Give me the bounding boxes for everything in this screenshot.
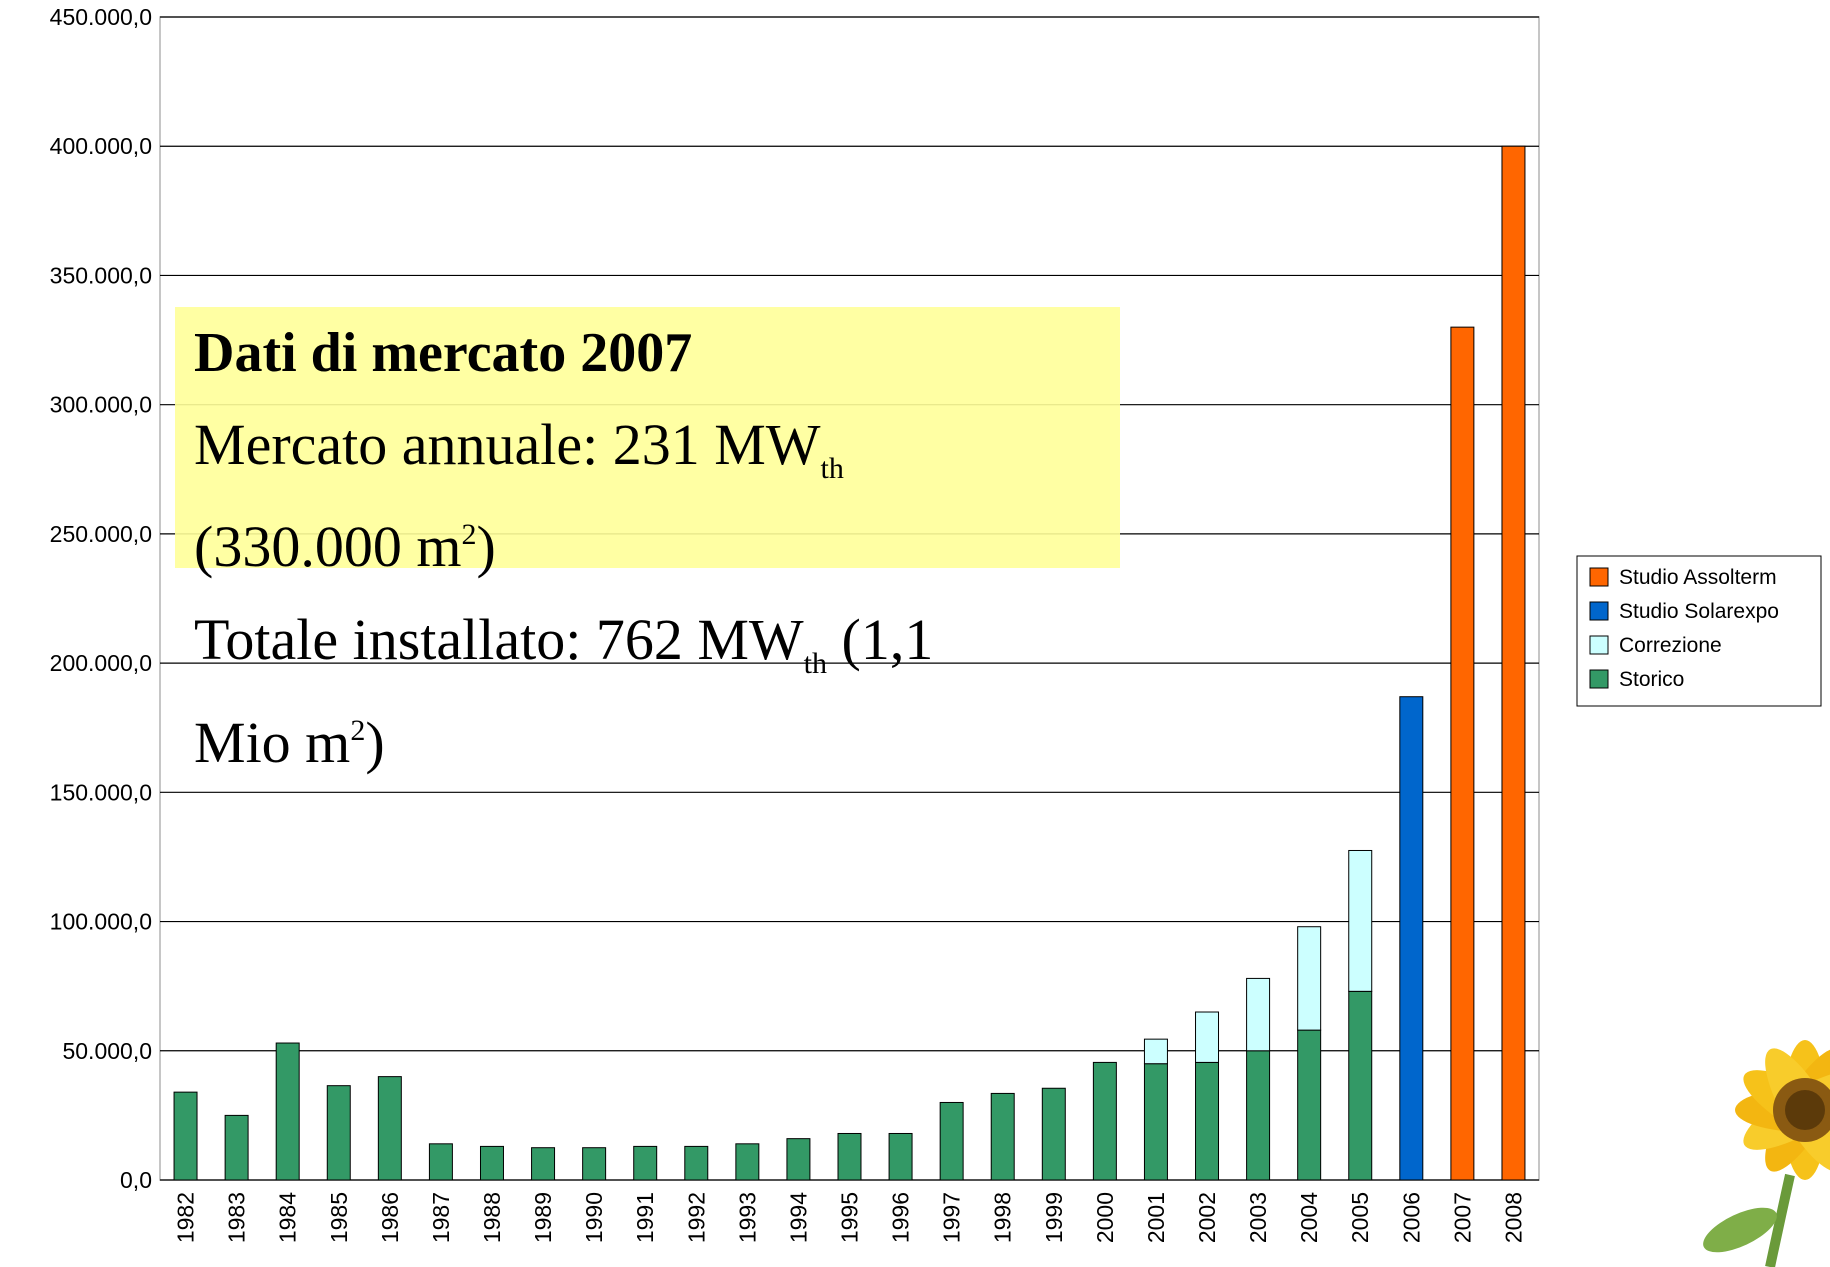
x-tick-label: 1996 <box>888 1192 914 1243</box>
chart: 0,0 50.000,0 100.000,0 150.000,0 200.000,0 25… <box>0 0 1830 1267</box>
bar-segment <box>736 1144 759 1180</box>
legend-label: Studio Assolterm <box>1619 566 1777 589</box>
x-tick-label: 1995 <box>837 1192 863 1243</box>
bar-segment <box>991 1093 1014 1180</box>
bar-segment <box>1298 927 1321 1030</box>
bar-segment <box>1042 1088 1065 1180</box>
annotation-segment: th <box>821 452 844 485</box>
bar-segment <box>1093 1062 1116 1180</box>
legend: Studio Assolterm Studio Solarexpo Correzio… <box>1577 556 1821 706</box>
bar-segment <box>480 1146 503 1180</box>
annotation-segment: Mio m <box>194 710 350 775</box>
x-tick-label: 1992 <box>683 1192 709 1243</box>
bar-segment <box>1298 1030 1321 1180</box>
legend-label: Correzione <box>1619 634 1722 657</box>
bar-segment <box>634 1146 657 1180</box>
x-tick-label: 1997 <box>939 1192 965 1243</box>
legend-swatch <box>1590 670 1608 688</box>
annotation-segment: (1,1 <box>827 607 933 672</box>
bar-segment <box>1144 1039 1167 1064</box>
bar-segment <box>838 1133 861 1180</box>
x-tick-label: 1985 <box>326 1192 352 1243</box>
bar-segment <box>1196 1062 1219 1180</box>
bar-segment <box>889 1133 912 1180</box>
bar-segment <box>1349 850 1372 991</box>
bar-segment <box>327 1086 350 1180</box>
x-tick-label: 2006 <box>1398 1192 1424 1243</box>
y-tick-label: 400.000,0 <box>50 133 152 159</box>
x-tick-label: 1991 <box>632 1192 658 1243</box>
x-tick-label: 1984 <box>275 1192 301 1243</box>
annotation-segment: Mercato annuale: 231 MW <box>194 412 821 477</box>
annotation-segment: (330.000 m <box>194 514 461 579</box>
annotation-segment: ) <box>476 514 495 579</box>
x-tick-label: 2004 <box>1296 1192 1322 1243</box>
bar-segment <box>1451 327 1474 1180</box>
x-tick-label: 2002 <box>1194 1192 1220 1243</box>
annotation-segment: Totale installato: 762 MW <box>194 607 804 672</box>
bar-segment <box>1400 697 1423 1180</box>
y-tick-label: 200.000,0 <box>50 650 152 676</box>
bar-segment <box>1144 1064 1167 1180</box>
bar-segment <box>378 1077 401 1180</box>
y-tick-label: 250.000,0 <box>50 521 152 547</box>
x-tick-label: 2007 <box>1449 1192 1475 1243</box>
bar-segment <box>429 1144 452 1180</box>
x-tick-label: 1998 <box>990 1192 1016 1243</box>
annotation-line: (330.000 m2) <box>194 514 496 579</box>
sunflower-decoration <box>1697 1038 1830 1267</box>
x-tick-label: 1986 <box>377 1192 403 1243</box>
bar-segment <box>1247 1051 1270 1180</box>
bar-segment <box>685 1146 708 1180</box>
y-tick-label: 100.000,0 <box>50 909 152 935</box>
x-tick-label: 2001 <box>1143 1192 1169 1243</box>
x-tick-label: 1983 <box>224 1192 250 1243</box>
legend-swatch <box>1590 568 1608 586</box>
x-tick-label: 1982 <box>173 1192 199 1243</box>
y-tick-label: 350.000,0 <box>50 262 152 288</box>
x-tick-label: 1989 <box>530 1192 556 1243</box>
y-tick-label: 150.000,0 <box>50 779 152 805</box>
x-tick-label: 2000 <box>1092 1192 1118 1243</box>
bar-segment <box>583 1148 606 1180</box>
annotation-title: Dati di mercato 2007 <box>194 322 692 384</box>
annotation-segment: ) <box>365 710 384 775</box>
y-tick-label: 450.000,0 <box>50 4 152 30</box>
bar-segment <box>1247 978 1270 1050</box>
y-tick-label: 50.000,0 <box>62 1038 152 1064</box>
legend-swatch <box>1590 602 1608 620</box>
bar-segment <box>787 1139 810 1180</box>
x-tick-label: 2005 <box>1347 1192 1373 1243</box>
bar-segment <box>225 1115 248 1180</box>
bar-segment <box>532 1148 555 1180</box>
annotation-segment: 2 <box>461 518 476 551</box>
legend-swatch <box>1590 636 1608 654</box>
y-tick-label: 300.000,0 <box>50 392 152 418</box>
x-tick-label: 1999 <box>1041 1192 1067 1243</box>
x-tick-label: 2003 <box>1245 1192 1271 1243</box>
legend-label: Storico <box>1619 668 1684 691</box>
x-tick-label: 1988 <box>479 1192 505 1243</box>
legend-label: Studio Solarexpo <box>1619 600 1779 623</box>
plot-area <box>160 17 1539 1180</box>
bar-segment <box>174 1092 197 1180</box>
y-tick-label: 0,0 <box>120 1167 152 1193</box>
x-tick-label: 1987 <box>428 1192 454 1243</box>
x-tick-label: 2008 <box>1500 1192 1526 1243</box>
bar-segment <box>276 1043 299 1180</box>
bar-segment <box>940 1102 963 1180</box>
bar-segment <box>1349 991 1372 1180</box>
x-tick-label: 1993 <box>734 1192 760 1243</box>
bar-segment <box>1196 1012 1219 1062</box>
annotation-segment: th <box>804 647 827 680</box>
bar-segment <box>1502 146 1525 1180</box>
annotation-line: Mercato annuale: 231 MWth <box>194 412 844 485</box>
annotation-segment: 2 <box>350 714 365 747</box>
x-tick-label: 1990 <box>581 1192 607 1243</box>
x-tick-label: 1994 <box>785 1192 811 1243</box>
